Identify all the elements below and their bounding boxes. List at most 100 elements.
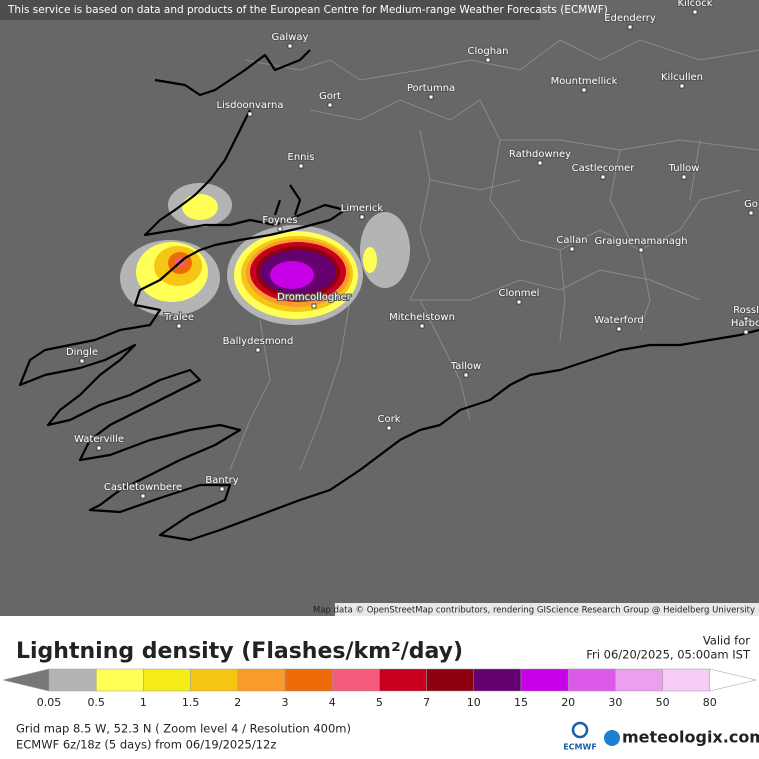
place-label: Rossl: [733, 305, 759, 316]
legend-swatch: [48, 668, 97, 692]
map: Kilcock Edenderry Galway Cloghan Kilcullen Mo…: [0, 0, 759, 616]
legend-swatch: [143, 668, 191, 692]
lightning-areas: [120, 183, 410, 325]
legend-swatch: [520, 668, 569, 692]
place-dot: [748, 210, 754, 216]
place-label: Dromcollogher: [277, 292, 352, 303]
place-dot: [692, 9, 698, 15]
valid-time: Fri 06/20/2025, 05:00am IST: [586, 648, 751, 662]
brand-icon: [604, 730, 620, 746]
place-label: Cork: [377, 414, 400, 425]
place-label: Gort: [319, 91, 341, 102]
legend-swatch: [473, 668, 522, 692]
legend-swatch: [662, 668, 711, 692]
legend-swatch: [190, 668, 239, 692]
place-label: Kilcock: [677, 0, 712, 9]
legend-label: 30: [608, 696, 622, 709]
place-dot: [176, 323, 182, 329]
legend-swatch: [567, 668, 616, 692]
place-label: Lisdoonvarna: [217, 100, 284, 111]
place-dot: [287, 43, 293, 49]
legend-label: 0.5: [87, 696, 105, 709]
legend-label: 20: [561, 696, 575, 709]
place-dot: [537, 160, 543, 166]
coastline: [18, 49, 759, 542]
place-dot: [255, 347, 261, 353]
place-dot: [428, 94, 434, 100]
place-dot: [247, 111, 253, 117]
place-labels: Kilcock Edenderry Galway Cloghan Kilcullen Mo…: [65, 0, 759, 499]
place-dot: [679, 83, 685, 89]
legend-swatch: [95, 668, 144, 692]
place-label: Ennis: [288, 152, 315, 163]
place-dot: [463, 372, 469, 378]
place-label: Mitchelstown: [389, 312, 455, 323]
legend-label: 15: [514, 696, 528, 709]
legend-label: 4: [329, 696, 336, 709]
color-bar: 0.05 0.5 1 1.5 2 3 4 5 7 10 15 20 30 50 80: [2, 668, 757, 709]
place-label: Waterford: [594, 315, 643, 326]
ecmwf-logo: ECMWF: [563, 743, 597, 752]
attribution: Map data © OpenStreetMap contributors, r…: [313, 606, 755, 616]
place-label: Graiguenamanagh: [594, 236, 687, 247]
place-label: Tullow: [668, 163, 700, 174]
place-label: Cloghan: [467, 46, 508, 57]
legend-swatch: [379, 668, 427, 692]
legend-swatch: [615, 668, 663, 692]
place-label: Portumna: [407, 83, 455, 94]
notice: This service is based on data and produc…: [7, 4, 608, 16]
place-dot: [485, 57, 491, 63]
place-dot: [96, 445, 102, 451]
place-label: Clonmel: [499, 288, 540, 299]
legend-label: 1.5: [182, 696, 200, 709]
legend-label: 10: [467, 696, 481, 709]
place-label: Castletownbere: [104, 482, 182, 493]
legend-label: 7: [423, 696, 430, 709]
legend-label: 2: [234, 696, 241, 709]
legend-label: 50: [656, 696, 670, 709]
place-label: Tralee: [163, 312, 194, 323]
place-dot: [743, 316, 749, 322]
place-label: Tallow: [450, 361, 481, 372]
place-label: Waterville: [74, 434, 124, 445]
place-label: Bantry: [205, 475, 238, 486]
county-borders: [229, 39, 759, 471]
place-label: Limerick: [341, 203, 384, 214]
place-label: Galway: [272, 32, 309, 43]
notice-bar: [0, 0, 540, 20]
place-dot: [359, 214, 365, 220]
place-label: Mountmellick: [551, 76, 618, 87]
place-dot: [386, 425, 392, 431]
place-dot: [219, 486, 225, 492]
place-dot: [616, 326, 622, 332]
legend: Lightning density (Flashes/km²/day) Vali…: [2, 634, 759, 752]
place-dot: [419, 323, 425, 329]
place-dot: [569, 246, 575, 252]
place-label: Edenderry: [604, 13, 656, 24]
map-background: [0, 0, 759, 616]
grid-info: Grid map 8.5 W, 52.3 N ( Zoom level 4 / …: [16, 722, 351, 736]
place-dot: [600, 174, 606, 180]
area-yellow: [182, 194, 218, 220]
legend-over-triangle: [709, 668, 757, 692]
legend-swatch: [331, 668, 380, 692]
area-yellow: [363, 247, 377, 273]
place-label: Ballydesmond: [223, 336, 294, 347]
place-dot: [298, 163, 304, 169]
place-dot: [277, 226, 283, 232]
valid-label: Valid for: [703, 634, 750, 648]
legend-swatch: [284, 668, 333, 692]
ecmwf-icon: [571, 721, 589, 739]
place-dot: [140, 493, 146, 499]
place-dot: [581, 87, 587, 93]
place-dot: [311, 303, 317, 309]
legend-label: 1: [140, 696, 147, 709]
place-label: Go: [744, 199, 758, 210]
model-info: ECMWF 6z/18z (5 days) from 06/19/2025/12…: [16, 738, 276, 752]
legend-label: 3: [282, 696, 289, 709]
place-dot: [627, 24, 633, 30]
place-dot: [327, 102, 333, 108]
place-dot: [516, 299, 522, 305]
legend-under-triangle: [2, 668, 50, 692]
